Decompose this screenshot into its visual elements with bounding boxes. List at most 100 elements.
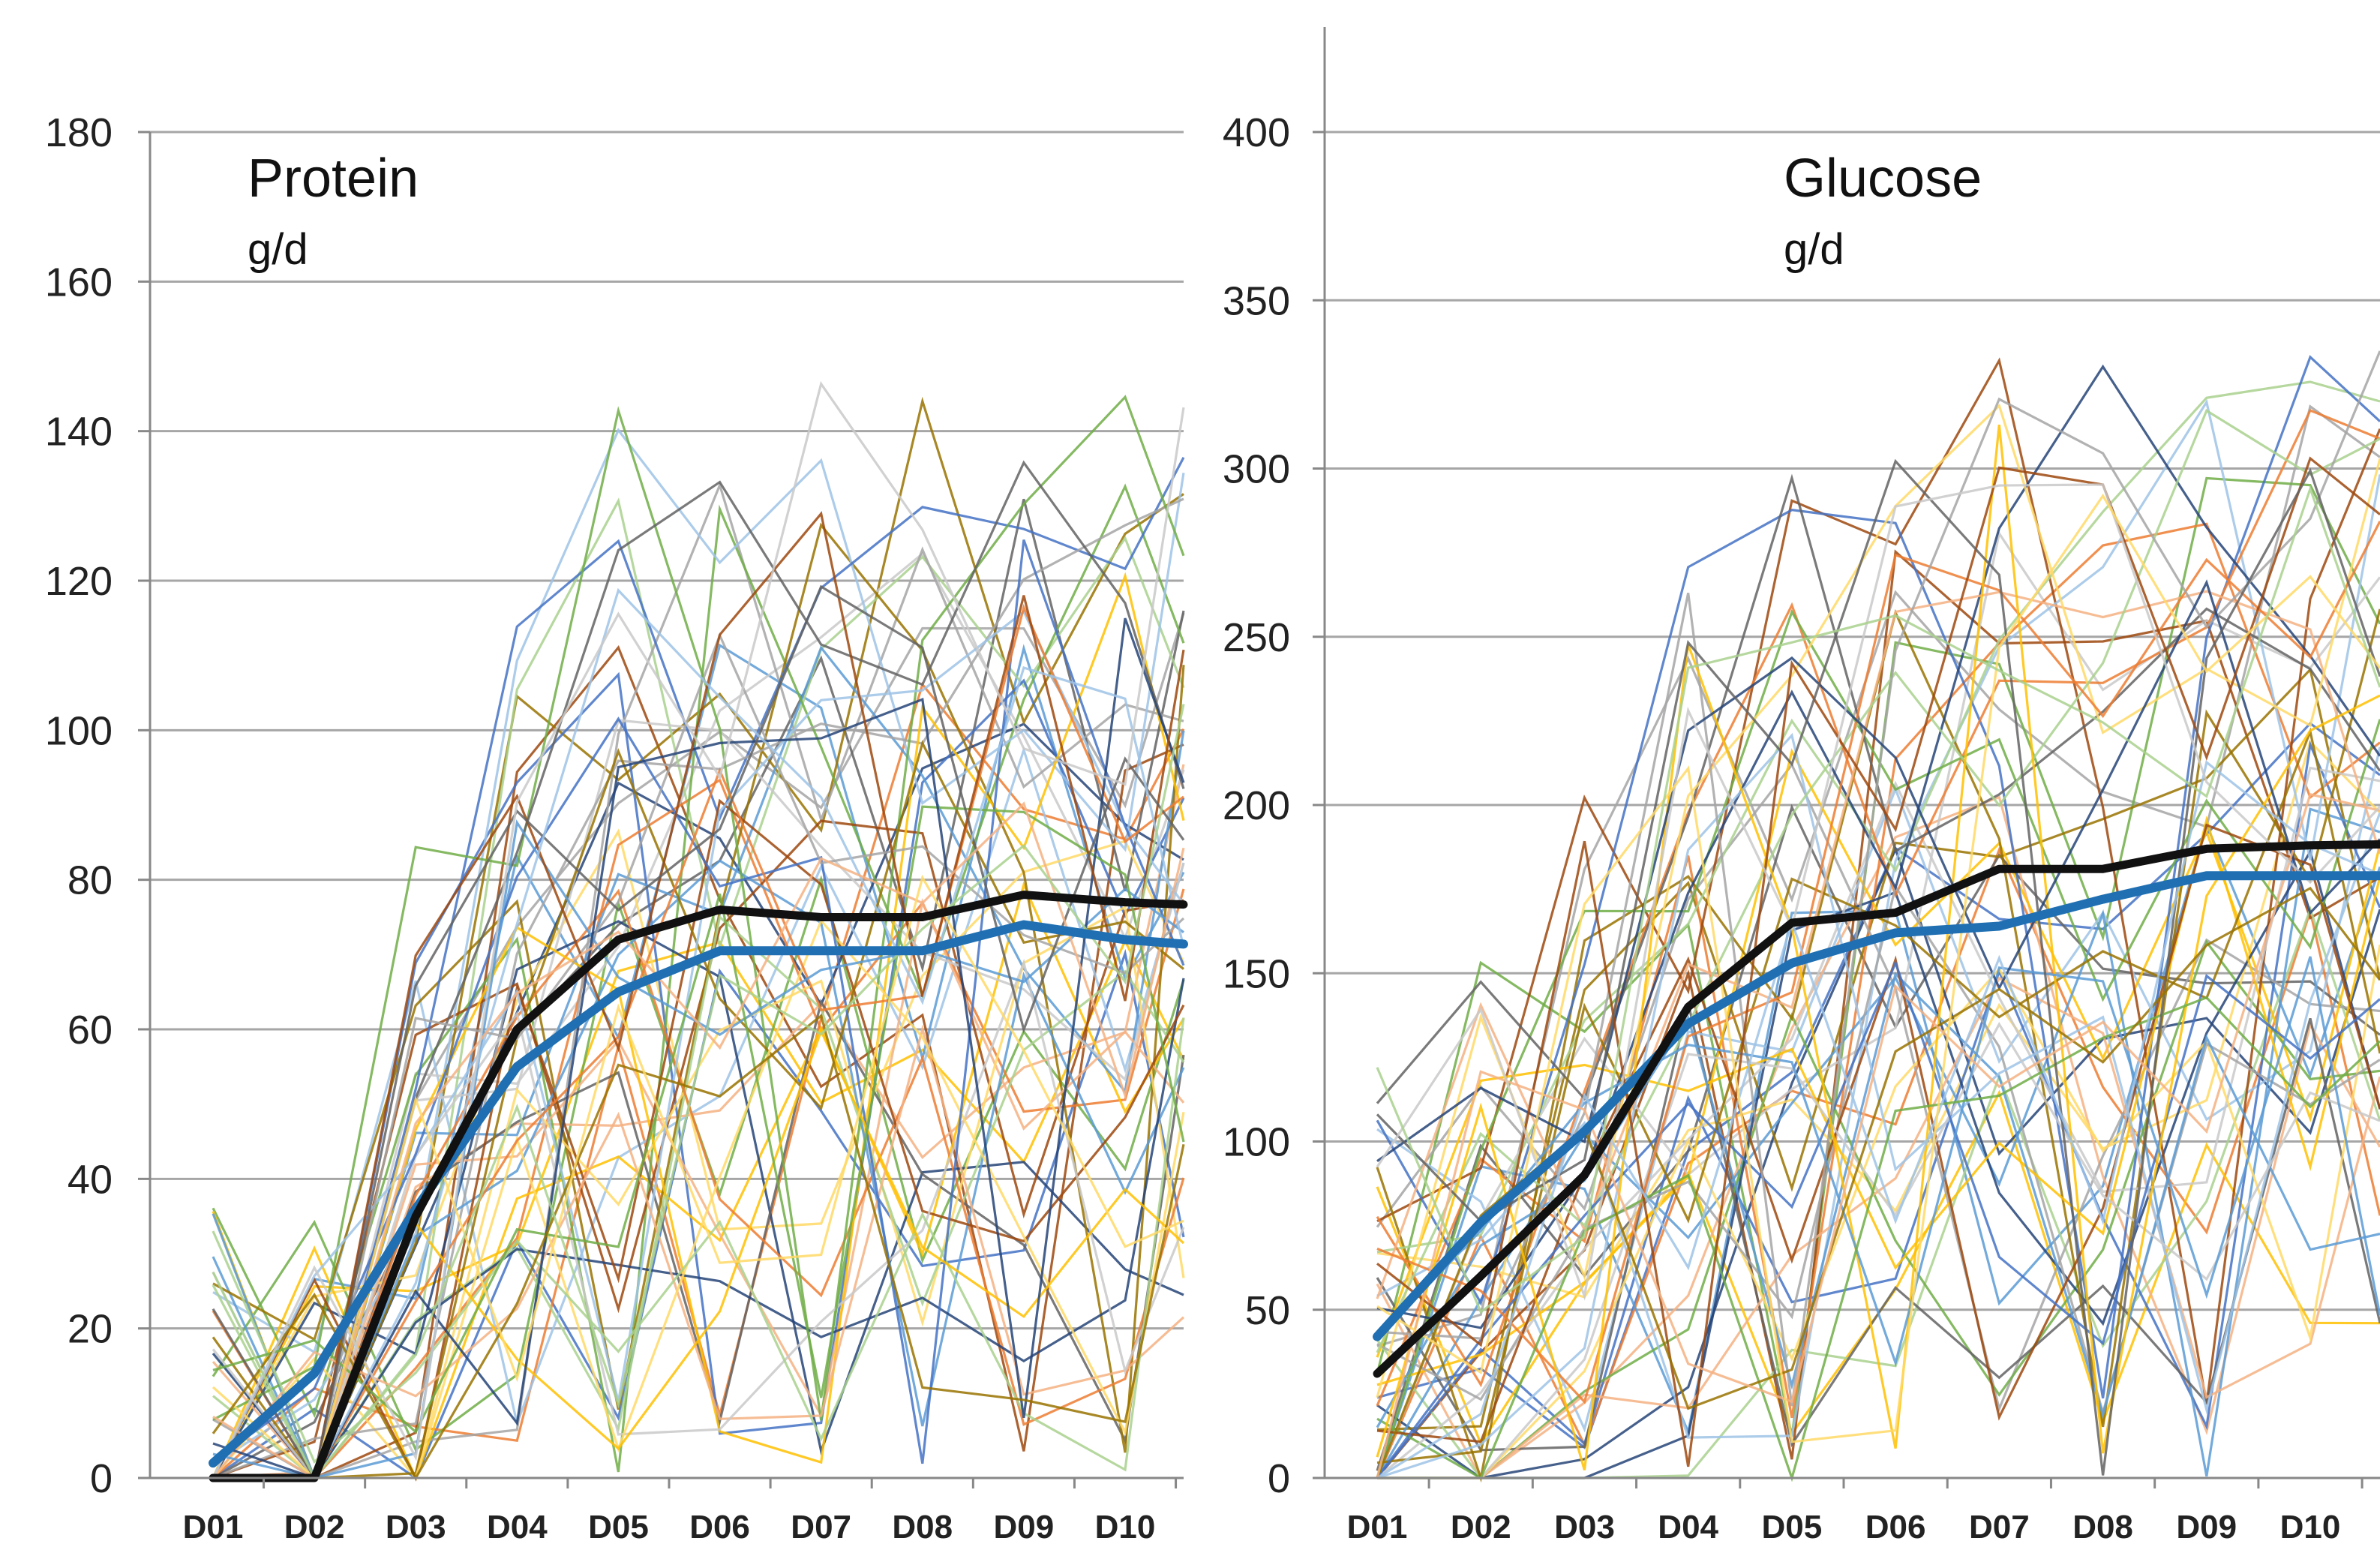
protein-title: Protein — [248, 149, 419, 209]
protein-x-tick-label-d07: D07 — [791, 1509, 851, 1545]
protein-patient-line — [212, 819, 1184, 1479]
protein-y-tick-label: 180 — [45, 110, 113, 155]
protein-patient-line — [213, 396, 1184, 1479]
glucose-patient-lines — [1376, 350, 2380, 1483]
glucose-patient-line — [1376, 493, 2380, 1443]
glucose-patient-line — [1376, 590, 2380, 1299]
glucose-patient-line — [1376, 846, 2380, 1479]
glucose-patient-line — [1376, 355, 2380, 1398]
glucose-patient-line — [1377, 996, 2380, 1482]
protein-y-tick-label: 80 — [68, 858, 113, 903]
protein-patient-line — [213, 603, 1184, 1479]
protein-y-tick-label: 140 — [45, 410, 113, 455]
glucose-x-tick-label-d07: D07 — [1969, 1509, 2030, 1545]
glucose-mean-line — [1373, 840, 2380, 1378]
glucose-y-tick-label: 400 — [1223, 110, 1290, 155]
glucose-x-tick-label-d08: D08 — [2072, 1509, 2133, 1545]
protein-patient-line — [212, 1024, 1185, 1479]
protein-y-tick-label: 120 — [45, 559, 113, 604]
glucose-patient-line — [1376, 939, 2380, 1479]
protein-patient-line — [212, 617, 1185, 1479]
protein-x-tick-label-d01: D01 — [183, 1509, 244, 1545]
glucose-patient-line — [1376, 409, 2380, 1353]
glucose-y-tick-label: 250 — [1223, 615, 1290, 660]
protein-x-tick-label-d10: D10 — [1095, 1509, 1156, 1545]
glucose-patient-line — [1376, 667, 2380, 1431]
glucose-patient-line — [1376, 795, 2380, 1480]
protein-patient-lines — [212, 380, 1185, 1482]
glucose-y-ticks: 0 50 100 150 200 250 300 350 400 — [1223, 110, 1325, 1501]
protein-y-tick-label: 0 — [90, 1456, 113, 1501]
protein-patient-line — [212, 805, 1185, 1434]
protein-y-tick-label: 20 — [68, 1307, 113, 1352]
protein-patient-line — [213, 511, 1185, 1479]
protein-x-tick-label-d03: D03 — [386, 1509, 446, 1545]
glucose-patient-line — [1376, 425, 2380, 1470]
glucose-x-tick-label-d01: D01 — [1347, 1509, 1408, 1545]
glucose-y-tick-label: 350 — [1223, 278, 1290, 323]
protein-patient-line — [212, 740, 1185, 1479]
protein-x-ticks: D01 D02 D03 D04 D05 D06 D07 D08 D09 D10 — [183, 1478, 1178, 1545]
glucose-x-tick-label-d02: D02 — [1451, 1509, 1511, 1545]
glucose-patient-line — [1376, 380, 2380, 1254]
protein-patient-line — [212, 905, 1185, 1481]
glucose-patient-line — [1376, 956, 2380, 1368]
protein-patient-line — [212, 1014, 1185, 1481]
protein-patient-line — [212, 998, 1185, 1479]
protein-patient-line — [212, 978, 1185, 1480]
protein-y-tick-label: 160 — [45, 260, 113, 305]
protein-gridlines — [150, 131, 1184, 1330]
glucose-y-tick-label: 50 — [1245, 1288, 1290, 1333]
protein-patient-line — [212, 881, 1185, 1482]
glucose-summary-lines — [1373, 840, 2380, 1378]
glucose-y-tick-label: 150 — [1223, 951, 1290, 996]
glucose-x-tick-label-d09: D09 — [2176, 1509, 2237, 1545]
protein-patient-line — [212, 483, 1185, 1473]
glucose-patient-line — [1376, 456, 2380, 1467]
protein-x-tick-label-d04: D04 — [487, 1509, 548, 1545]
protein-patient-line — [212, 798, 1185, 1482]
protein-patient-line — [213, 888, 1185, 1479]
protein-patient-line — [213, 874, 1184, 1479]
protein-patient-line — [212, 539, 1185, 1464]
glucose-x-tick-label-d03: D03 — [1554, 1509, 1615, 1545]
protein-unit: g/d — [248, 225, 308, 274]
glucose-y-tick-label: 100 — [1223, 1120, 1290, 1165]
glucose-patient-line — [1376, 364, 2380, 1329]
glucose-patient-line — [1377, 944, 2380, 1479]
glucose-panel: 0 50 100 150 200 250 300 350 400 D01 D02 D03 D04 D05… — [1223, 27, 2380, 1545]
glucose-median-line — [1373, 871, 2380, 1341]
protein-y-tick-label: 100 — [45, 708, 113, 753]
protein-x-tick-label-d06: D06 — [689, 1509, 750, 1545]
protein-patient-line — [212, 395, 1185, 1421]
protein-patient-line — [212, 584, 1185, 1482]
glucose-patient-line — [1376, 792, 2380, 1479]
glucose-patient-line — [1377, 976, 2380, 1479]
glucose-x-tick-label-d05: D05 — [1762, 1509, 1823, 1545]
glucose-x-tick-label-d06: D06 — [1865, 1509, 1926, 1545]
protein-x-tick-label-d09: D09 — [994, 1509, 1055, 1545]
protein-y-tick-label: 60 — [68, 1008, 113, 1053]
glucose-x-ticks: D01 D02 D03 D04 D05 D06 D07 D08 D09 D10 — [1347, 1478, 2363, 1545]
protein-x-tick-label-d02: D02 — [284, 1509, 345, 1545]
protein-patient-line — [212, 704, 1185, 1480]
protein-y-ticks: 0 20 40 60 80 100 120 140 160 180 — [45, 110, 150, 1501]
protein-patient-line — [212, 828, 1185, 1479]
glucose-patient-line — [1376, 740, 2380, 1479]
protein-patient-line — [213, 587, 1185, 1479]
glucose-patient-line — [1376, 485, 2380, 1314]
protein-patient-line — [212, 859, 1185, 1482]
glucose-y-tick-label: 0 — [1268, 1456, 1290, 1501]
glucose-patient-line — [1376, 350, 2380, 1407]
glucose-unit: g/d — [1784, 225, 1844, 274]
glucose-patient-line — [1376, 766, 2380, 1479]
glucose-x-tick-label-d10: D10 — [2280, 1509, 2341, 1545]
glucose-patient-line — [1376, 816, 2380, 1358]
protein-x-tick-label-d05: D05 — [588, 1509, 649, 1545]
protein-y-tick-label: 40 — [68, 1157, 113, 1202]
protein-summary-lines — [209, 891, 1188, 1482]
glucose-patient-line — [1376, 530, 2380, 1479]
glucose-patient-line — [1377, 1021, 2380, 1479]
glucose-patient-line — [1376, 960, 2380, 1479]
